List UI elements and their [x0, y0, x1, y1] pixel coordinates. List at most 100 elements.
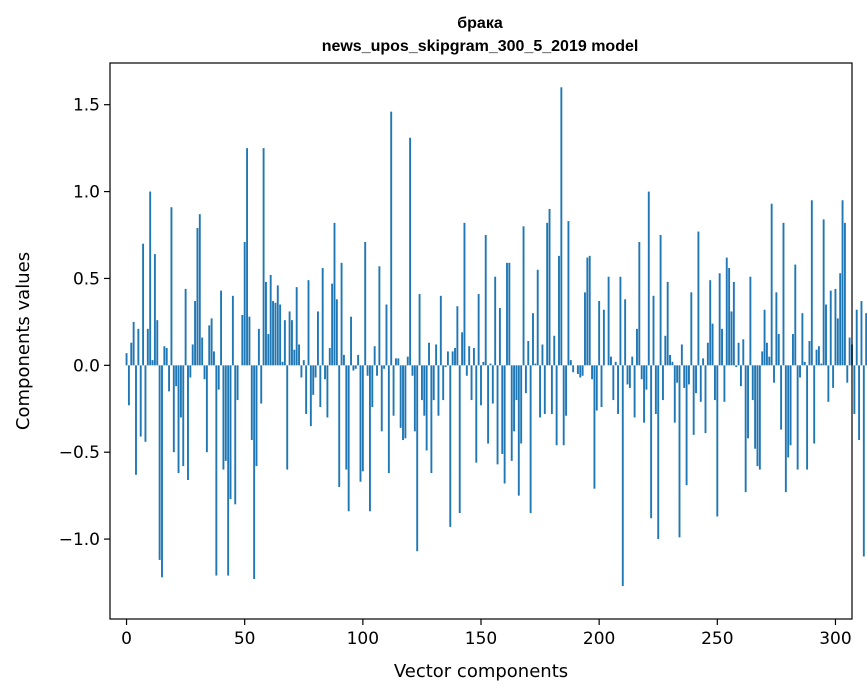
- bar-119: [406, 356, 409, 366]
- bar-217: [638, 241, 641, 366]
- y-tick-label: 0.5: [73, 269, 100, 289]
- bar-187: [567, 221, 570, 366]
- bar-298: [829, 290, 832, 366]
- bar-219: [643, 365, 645, 423]
- bar-296: [825, 304, 827, 366]
- bar-152: [484, 235, 487, 366]
- bar-272: [768, 356, 771, 366]
- bar-181: [553, 335, 556, 366]
- bar-249: [714, 365, 716, 401]
- x-tick-label: 150: [465, 629, 497, 649]
- bar-21: [175, 365, 178, 387]
- bar-252: [721, 328, 723, 366]
- bar-239: [690, 292, 693, 366]
- bar-27: [189, 365, 192, 378]
- bar-173: [534, 363, 537, 366]
- bar-49: [241, 314, 244, 366]
- bar-13: [156, 320, 159, 366]
- bar-184: [560, 87, 563, 366]
- bar-191: [576, 365, 579, 375]
- bar-216: [636, 328, 638, 366]
- bar-269: [761, 351, 764, 366]
- bar-255: [728, 268, 731, 366]
- bar-71: [293, 349, 296, 366]
- bar-245: [704, 365, 707, 434]
- bar-257: [732, 281, 735, 366]
- y-tick-label: 1.0: [73, 183, 100, 203]
- bar-95: [350, 316, 352, 366]
- bar-231: [671, 361, 674, 366]
- bar-293: [817, 346, 820, 366]
- bar-277: [780, 365, 783, 430]
- bar-185: [562, 365, 565, 446]
- x-tick-label: 100: [347, 629, 379, 649]
- bar-37: [213, 351, 215, 366]
- bar-172: [532, 313, 534, 366]
- bar-112: [390, 111, 393, 366]
- bar-295: [822, 219, 825, 366]
- bar-254: [725, 257, 728, 366]
- x-tick-label: 250: [701, 629, 733, 649]
- bar-279: [784, 365, 787, 493]
- bar-310: [858, 365, 861, 441]
- bar-177: [543, 365, 546, 414]
- bar-218: [640, 365, 643, 380]
- bar-122: [413, 365, 416, 432]
- bar-170: [527, 341, 530, 366]
- bar-137: [449, 365, 452, 527]
- bar-99: [359, 365, 362, 482]
- bar-56: [257, 328, 260, 366]
- bar-83: [321, 268, 324, 366]
- bar-129: [430, 365, 433, 474]
- bar-299: [832, 365, 835, 388]
- bar-161: [506, 262, 508, 366]
- bar-246: [706, 342, 709, 366]
- bar-44: [229, 365, 232, 500]
- bar-167: [520, 365, 523, 444]
- bar-274: [773, 365, 775, 383]
- bar-164: [513, 365, 516, 432]
- bar-14: [158, 365, 161, 560]
- bar-302: [839, 273, 842, 366]
- bar-11: [151, 360, 154, 366]
- bar-87: [331, 283, 334, 366]
- bar-276: [777, 334, 780, 366]
- bar-271: [765, 342, 768, 366]
- bar-33: [203, 365, 206, 380]
- bar-130: [432, 365, 435, 401]
- bar-265: [751, 365, 754, 401]
- x-tick-label: 50: [234, 629, 256, 649]
- bar-263: [747, 365, 749, 439]
- x-axis-ticks: 0 50 100 150 200 250 300: [121, 619, 852, 649]
- bar-82: [319, 365, 322, 408]
- bar-34: [205, 365, 208, 453]
- bar-101: [364, 241, 367, 366]
- bar-6: [139, 365, 142, 437]
- bar-228: [664, 335, 667, 366]
- bar-288: [806, 365, 809, 470]
- bar-18: [168, 365, 171, 392]
- bar-182: [555, 365, 558, 446]
- bar-240: [692, 365, 695, 435]
- bar-0: [125, 353, 128, 366]
- x-tick-label: 0: [121, 629, 132, 649]
- bar-251: [718, 273, 721, 366]
- bar-238: [688, 365, 690, 385]
- bar-248: [711, 323, 714, 366]
- bar-215: [633, 365, 636, 418]
- bar-77: [307, 280, 310, 366]
- bar-104: [371, 365, 374, 408]
- bar-157: [496, 365, 499, 465]
- bar-178: [546, 222, 549, 366]
- bar-171: [529, 365, 532, 514]
- bar-281: [789, 365, 792, 446]
- bar-20: [172, 365, 175, 453]
- y-tick-label: −1.0: [59, 530, 100, 550]
- bar-121: [411, 365, 414, 376]
- bar-76: [305, 365, 308, 414]
- bar-73: [298, 344, 300, 366]
- bar-110: [385, 304, 388, 366]
- bar-12: [153, 254, 156, 366]
- bar-116: [399, 365, 402, 428]
- bar-40: [220, 290, 223, 366]
